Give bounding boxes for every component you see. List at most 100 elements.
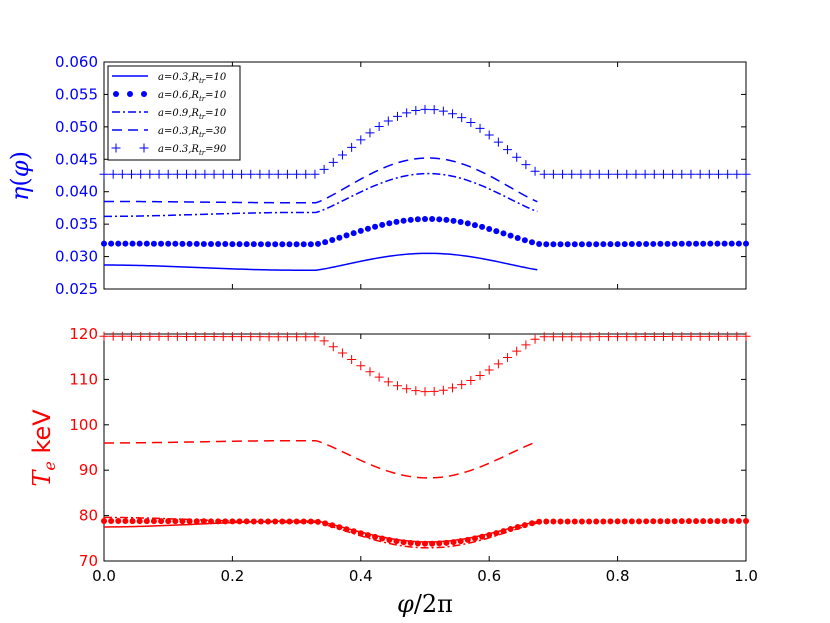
top-dot-point xyxy=(272,241,279,248)
top-plus-point xyxy=(402,108,412,118)
top-plus-point xyxy=(411,106,421,116)
top-plus-point xyxy=(374,122,384,132)
bottom-plus-point xyxy=(613,332,623,342)
bottom-plus-point xyxy=(347,354,357,364)
top-plus-point xyxy=(136,169,146,179)
top-plus-point xyxy=(438,106,448,116)
bottom-dot-point xyxy=(714,518,721,525)
bottom-dot-point xyxy=(108,518,115,525)
bottom-plus-point xyxy=(292,332,302,342)
bottom-dot-point xyxy=(607,518,614,525)
bottom-dot-point xyxy=(600,518,607,525)
top-plus-point xyxy=(172,169,182,179)
bottom-plus-point xyxy=(438,385,448,395)
bottom-dot-point xyxy=(372,533,379,540)
top-plus-point xyxy=(117,169,127,179)
bottom-plus-point xyxy=(539,332,549,342)
bottom-dot-point xyxy=(379,535,386,542)
bottom-series xyxy=(99,331,751,549)
bottom-plus-point xyxy=(668,331,678,341)
legend-entry: a=0.6,Rtr=10 xyxy=(113,90,227,103)
top-plus-point xyxy=(182,169,192,179)
top-plus-point xyxy=(127,169,137,179)
top-plus-point xyxy=(429,105,439,115)
top-dot-point xyxy=(357,227,364,234)
xtick-label: 0.4 xyxy=(349,567,373,585)
top-dot-point xyxy=(136,240,143,247)
bottom-dot-point xyxy=(557,518,564,525)
top-dot-point xyxy=(550,241,557,248)
top-dot-point xyxy=(336,234,343,241)
top-plus-point xyxy=(695,169,705,179)
bottom-dot-point xyxy=(279,518,286,525)
bottom-dot-point xyxy=(657,518,664,525)
top-dot-point xyxy=(671,240,678,247)
top-plus-point xyxy=(273,169,283,179)
top-plus-point xyxy=(649,169,659,179)
bottom-plus-point xyxy=(337,348,347,358)
top-plus-point xyxy=(301,169,311,179)
bottom-y-axis-label: Te keV xyxy=(28,409,59,487)
bottom-line-dashdot xyxy=(104,516,538,549)
bottom-plus-point xyxy=(594,332,604,342)
bottom-plus-point xyxy=(182,331,192,341)
top-plus-point xyxy=(567,169,577,179)
bottom-dot-point xyxy=(429,540,436,547)
top-dot-point xyxy=(293,241,300,248)
top-dot-point xyxy=(122,240,129,247)
bottom-plus-point xyxy=(448,383,458,393)
bottom-plus-point xyxy=(383,377,393,387)
top-dot-point xyxy=(521,237,528,244)
top-ytick-label: 0.060 xyxy=(55,53,98,71)
legend-marker-plus xyxy=(139,143,149,153)
top-dot-point xyxy=(557,241,564,248)
bottom-series-dashdot xyxy=(104,516,538,549)
bottom-dot-point xyxy=(571,518,578,525)
bottom-plus-point xyxy=(191,331,201,341)
legend-label: a=0.6,Rtr=10 xyxy=(158,90,227,103)
top-dot-point xyxy=(728,240,735,247)
bottom-plus-point xyxy=(136,331,146,341)
top-dot-point xyxy=(743,240,749,247)
top-plus-point xyxy=(548,169,558,179)
bottom-plus-point xyxy=(402,384,412,394)
top-dot-point xyxy=(486,225,493,232)
top-dot-point xyxy=(172,240,179,247)
top-dot-point xyxy=(529,239,535,246)
bottom-dot-point xyxy=(300,518,307,525)
bottom-plus-point xyxy=(301,332,311,342)
bottom-dot-point xyxy=(293,518,300,525)
bottom-dot-point xyxy=(307,518,314,525)
bottom-plus-point xyxy=(420,387,430,397)
top-dot-point xyxy=(229,241,236,248)
top-dot-point xyxy=(414,216,421,223)
bottom-plot-frame xyxy=(103,333,747,562)
bottom-plus-point xyxy=(503,353,513,363)
bottom-plus-point xyxy=(411,386,421,396)
top-plus-point xyxy=(704,169,714,179)
bottom-plus-point xyxy=(695,331,705,341)
bottom-dot-point xyxy=(436,540,443,547)
bottom-dot-point xyxy=(200,518,207,525)
bottom-plus-point xyxy=(723,331,733,341)
bottom-dot-point xyxy=(400,539,407,546)
bottom-dot-point xyxy=(165,518,172,525)
top-dot-point xyxy=(735,240,742,247)
bottom-plus-point xyxy=(603,332,613,342)
bottom-dot-point xyxy=(471,535,478,542)
top-series-solid xyxy=(103,252,538,271)
bottom-dot-point xyxy=(479,533,486,540)
top-plus-point xyxy=(457,113,467,123)
bottom-dot-point xyxy=(636,518,642,525)
bottom-dot-point xyxy=(272,518,279,525)
top-dot-point xyxy=(179,240,186,247)
bottom-plus-point xyxy=(576,332,586,342)
bottom-plus-point xyxy=(631,332,641,342)
top-dot-point xyxy=(265,241,272,248)
top-plus-point xyxy=(163,169,173,179)
top-ytick-label: 0.025 xyxy=(55,280,98,298)
top-dot-point xyxy=(650,240,657,247)
x-axis-label: φ/2π xyxy=(397,590,453,618)
top-ytick-label: 0.040 xyxy=(55,183,98,201)
top-dot-point xyxy=(186,240,193,247)
